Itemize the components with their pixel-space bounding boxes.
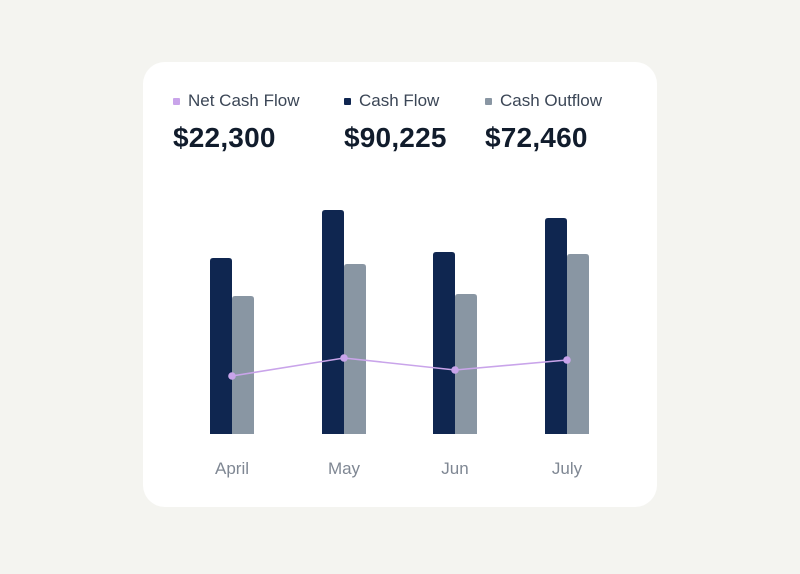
bar-cash-flow-may bbox=[322, 210, 344, 434]
legend-item-net-cash-flow: Net Cash Flow $22,300 bbox=[173, 88, 299, 154]
cash-flow-swatch bbox=[344, 97, 351, 105]
legend-label: Cash Flow bbox=[359, 91, 440, 110]
legend-label: Cash Outflow bbox=[500, 91, 603, 110]
legend-item-cash-flow: Cash Flow $90,225 bbox=[344, 88, 447, 154]
cash-outflow-swatch bbox=[485, 97, 492, 105]
bar-cash-outflow-may bbox=[344, 264, 366, 434]
bar-cash-flow-jun bbox=[433, 252, 455, 434]
x-tick-label-jun: Jun bbox=[441, 459, 468, 478]
bar-cash-outflow-jun bbox=[455, 294, 477, 434]
x-tick-label-april: April bbox=[215, 459, 249, 478]
bar-cash-outflow-april bbox=[232, 296, 254, 434]
point-net-cash-flow-july bbox=[563, 356, 571, 364]
net-cash-flow-total: $22,300 bbox=[173, 122, 276, 153]
x-tick-label-may: May bbox=[328, 459, 361, 478]
legend: Net Cash Flow $22,300 Cash Flow $90,225 … bbox=[143, 88, 657, 158]
line-net-cash-flow bbox=[231, 357, 568, 377]
cash-outflow-total: $72,460 bbox=[485, 122, 588, 153]
point-net-cash-flow-may bbox=[340, 354, 348, 362]
legend-item-cash-outflow: Cash Outflow $72,460 bbox=[485, 88, 602, 154]
bar-cash-outflow-july bbox=[567, 254, 589, 434]
chart-card: Net Cash Flow $22,300 Cash Flow $90,225 … bbox=[143, 62, 657, 507]
point-net-cash-flow-jun bbox=[451, 366, 459, 374]
point-net-cash-flow-april bbox=[228, 372, 236, 380]
net-cash-flow-swatch bbox=[173, 97, 180, 105]
bar-cash-flow-july bbox=[545, 218, 567, 434]
bar-line-chart: April May Jun July bbox=[210, 210, 589, 478]
x-tick-label-july: July bbox=[552, 459, 583, 478]
cash-flow-total: $90,225 bbox=[344, 122, 447, 153]
legend-label: Net Cash Flow bbox=[188, 91, 300, 110]
bar-cash-flow-april bbox=[210, 258, 232, 434]
